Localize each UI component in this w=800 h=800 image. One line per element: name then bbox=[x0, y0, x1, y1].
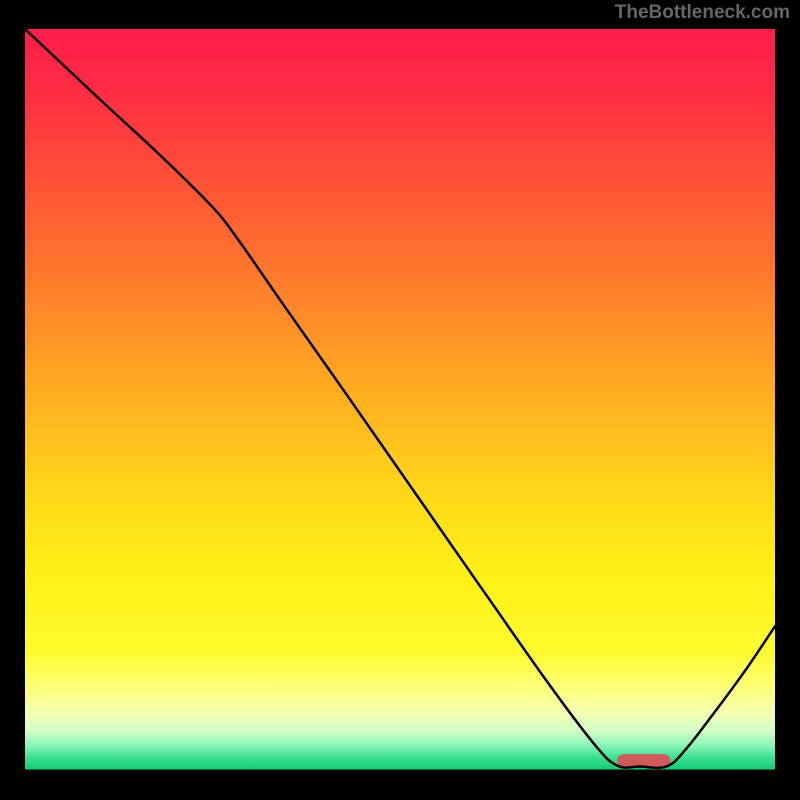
bottleneck-chart bbox=[0, 0, 800, 800]
optimal-marker bbox=[618, 755, 671, 767]
attribution-text: TheBottleneck.com bbox=[615, 2, 790, 24]
plot-background bbox=[25, 29, 775, 771]
chart-container: TheBottleneck.com bbox=[0, 0, 800, 800]
